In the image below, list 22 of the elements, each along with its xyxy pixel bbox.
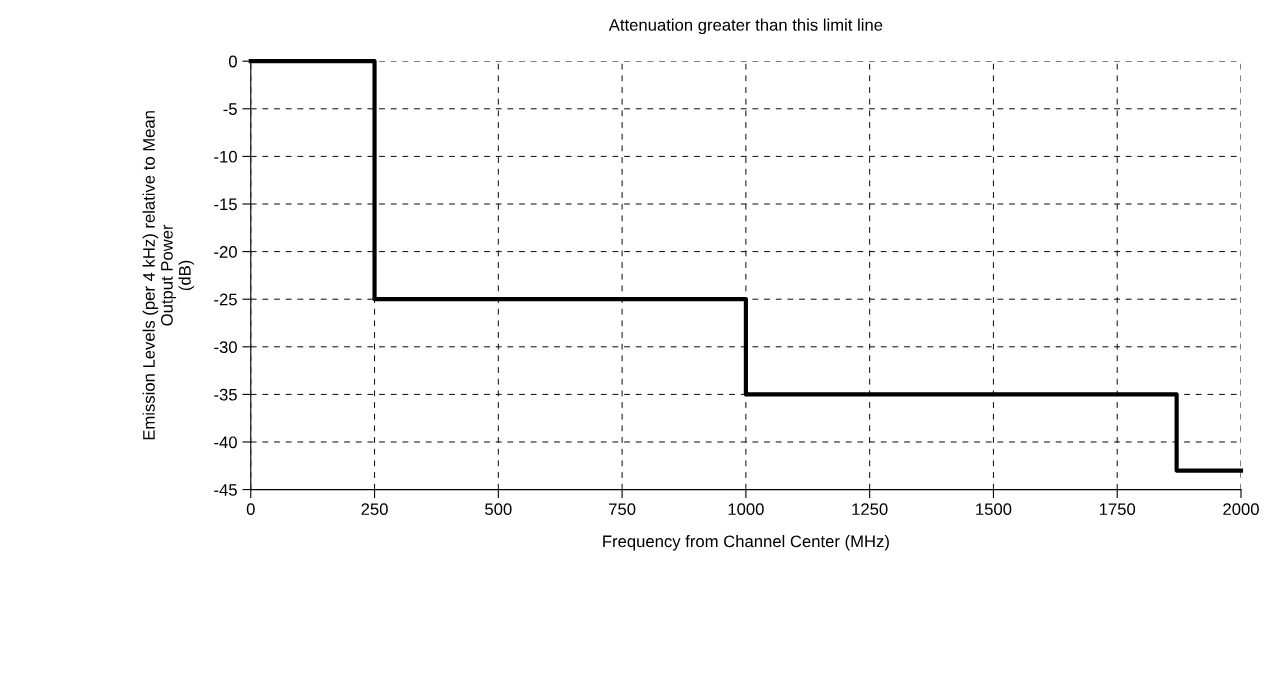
x-tick-label: 1000 — [728, 503, 764, 516]
y-tick-label: -5 — [223, 103, 237, 115]
x-tick-label: 500 — [485, 503, 512, 516]
y-tick-label: -25 — [214, 293, 237, 306]
x-tick-label: 250 — [361, 503, 388, 516]
y-tick-label: -30 — [214, 341, 237, 353]
y-axis-title: Emission Levels (per 4 kHz) relative to Mean Output Power (dB) — [142, 111, 195, 440]
y-tick-label: -20 — [214, 246, 237, 258]
x-tick-label: 750 — [609, 503, 636, 516]
x-tick-label: 1250 — [852, 503, 888, 516]
y-tick-label: -40 — [214, 436, 237, 449]
y-tick-label: -35 — [214, 388, 237, 401]
y-tick-label: 0 — [228, 55, 237, 68]
x-tick-label: 2000 — [1223, 503, 1259, 516]
x-axis-title: Frequency from Channel Center (MHz) — [603, 535, 889, 551]
y-tick-label: -10 — [214, 150, 237, 163]
x-tick-label: 1500 — [976, 503, 1012, 516]
y-tick-label: -15 — [214, 198, 237, 211]
x-tick-label: 0 — [246, 503, 255, 516]
x-tick-label: 1750 — [1099, 503, 1136, 516]
y-tick-label: -45 — [214, 484, 237, 496]
chart-title: Attenuation greater than this limit line — [608, 18, 883, 35]
